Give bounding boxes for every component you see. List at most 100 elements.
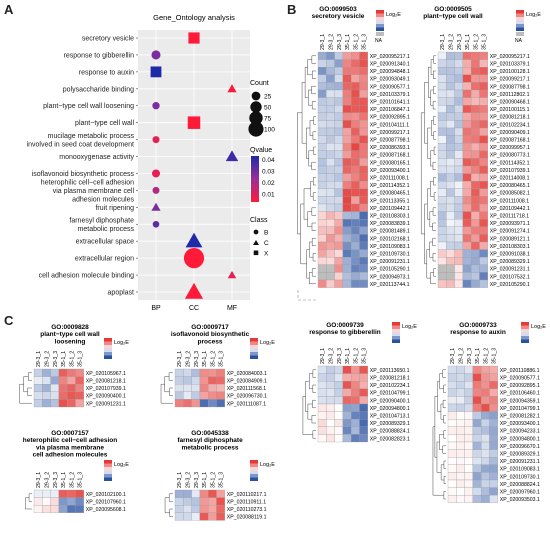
hm-gibberellin-cell: [317, 381, 327, 389]
hm-gibberellin-cell: [351, 403, 360, 412]
hm-farnesyl-cell: [199, 512, 209, 521]
hm-cellwall-dendro: [430, 150, 435, 167]
hm-auxin-cell: [464, 457, 474, 465]
hm-secretory-cell: [317, 59, 327, 68]
hm-cellwall-cell: [437, 165, 447, 174]
legend-swatch: [104, 463, 112, 467]
hm-gibberellin-cell: [317, 365, 327, 374]
hm-farnesyl-cell: [183, 505, 192, 513]
legend-count-label: 100: [264, 127, 275, 134]
hm-secretory-cell: [342, 67, 352, 75]
hm-cellwall-cell: [479, 74, 488, 83]
y-tick-label: metabolic process: [78, 226, 135, 233]
hm-cellwall-cell: [454, 264, 464, 273]
hm-cellwall-cell: [471, 181, 480, 189]
hm-cellwall-cell: [479, 97, 488, 106]
hm-cellwall-cell: [446, 203, 455, 212]
hm-cellwall-cell: [479, 89, 488, 98]
hm-isoflavonoid-cell: [183, 399, 192, 408]
hm-isoflavonoid-cell: [174, 399, 184, 408]
legend-title: Log₂E: [386, 12, 401, 18]
hm-cellwall-gene-label: XP_020089329.1: [490, 259, 530, 265]
hm-cellwall-cell: [479, 158, 488, 167]
hm-cellwall-cell: [471, 89, 480, 98]
hm-auxin-dendro: [436, 441, 442, 473]
hm-auxin-cell: [456, 457, 465, 465]
hm-cellwall-cell: [479, 173, 488, 182]
y-tick-label: apoplast: [108, 290, 135, 297]
hm-cellwall-cell: [479, 272, 488, 281]
hm-secretory-col-label: 35-1_1: [345, 34, 351, 50]
hm-adhesion-cell: [33, 497, 43, 506]
hm-gibberellin-dendro: [311, 415, 316, 424]
hm-secretory-cell: [359, 135, 368, 144]
hm-secretory-dendro: [311, 237, 316, 247]
hm-loosening-cell: [33, 391, 43, 400]
hm-secretory-cell: [334, 203, 344, 212]
hm-secretory-cell: [342, 120, 352, 129]
hm-cellwall-cell: [454, 143, 464, 151]
hm-auxin-cell: [464, 396, 474, 405]
hm-adhesion-cell: [33, 489, 43, 498]
hm-adhesion-title: heterophilic cell−cell adhesion: [23, 437, 117, 444]
hm-isoflavonoid-cell: [216, 384, 225, 392]
hm-cellwall-gene-label: XP_020107939.1: [490, 168, 530, 174]
hm-loosening-col-label: 35-1_2: [69, 351, 75, 367]
hm-cellwall-cell: [454, 234, 464, 243]
hm-secretory-cell: [359, 51, 368, 60]
hm-cellwall-cell: [446, 272, 455, 281]
dot-triangle: [227, 84, 237, 93]
hm-gibberellin-cell: [359, 403, 368, 412]
hm-secretory-cell: [334, 120, 344, 129]
hm-adhesion-cell: [33, 505, 43, 513]
legend-class-label: X: [264, 251, 269, 258]
hm-cellwall-gene-label: XP_020108303.1: [490, 244, 530, 250]
hm-secretory-cell: [317, 257, 327, 265]
hm-cellwall-dendro: [433, 85, 436, 95]
hm-secretory-gene-label: XP_020093049.1: [370, 77, 410, 83]
hm-secretory-cell: [351, 127, 360, 136]
y-tick-label: adhesion molecules: [72, 196, 134, 203]
hm-secretory-cell: [334, 226, 344, 235]
hm-gibberellin-cell: [334, 411, 344, 420]
hm-loosening-cell: [75, 384, 84, 392]
hm-cellwall-cell: [446, 181, 455, 189]
hm-auxin-gene-label: XP_020088824.1: [500, 482, 540, 488]
hm-gibberellin-dendro: [312, 369, 316, 378]
hm-cellwall-cell: [479, 120, 488, 129]
hm-cellwall-cell: [462, 143, 472, 151]
hm-farnesyl-cell: [216, 512, 225, 521]
hm-cellwall-cell: [454, 181, 464, 189]
hm-cellwall-cell: [471, 264, 480, 273]
hm-adhesion-cell: [67, 497, 76, 506]
hm-secretory-cell: [351, 264, 360, 273]
hm-cellwall-cell: [446, 120, 455, 129]
hm-adhesion-col-label: 35-1_1: [61, 472, 67, 488]
hm-cellwall-cell: [437, 249, 447, 258]
hm-cellwall-cell: [479, 203, 488, 212]
hm-secretory-cell: [359, 257, 368, 265]
hm-cellwall-cell: [454, 112, 464, 121]
hm-secretory-cell: [351, 211, 360, 220]
hm-cellwall-dendro: [424, 203, 428, 265]
hm-cellwall-cell: [446, 67, 455, 75]
hm-gibberellin-gene-label: XP_020090400.1: [370, 398, 410, 404]
hm-loosening-cell: [33, 376, 43, 385]
hm-cellwall-cell: [446, 112, 455, 121]
hm-cellwall-cell: [454, 196, 464, 205]
legend-swatch: [521, 325, 529, 329]
hm-secretory-cell: [317, 74, 327, 83]
hm-cellwall-cell: [446, 74, 455, 83]
hm-auxin-cell: [464, 426, 474, 435]
hm-farnesyl-cell: [191, 497, 201, 506]
hm-auxin-col-label: 29-3_2: [458, 348, 464, 364]
hm-gibberellin-cell: [359, 373, 368, 382]
hm-auxin-cell: [472, 441, 482, 450]
hm-cellwall-gene-label: XP_020109442.1: [490, 206, 530, 212]
hm-farnesyl-cell: [216, 489, 225, 498]
hm-secretory-cell: [326, 264, 335, 273]
hm-cellwall-cell: [446, 135, 455, 144]
y-tick-label: heterophilic cell−cell adhesion: [41, 180, 134, 187]
hm-adhesion-cell: [42, 497, 51, 506]
dot-triangle: [227, 270, 237, 279]
